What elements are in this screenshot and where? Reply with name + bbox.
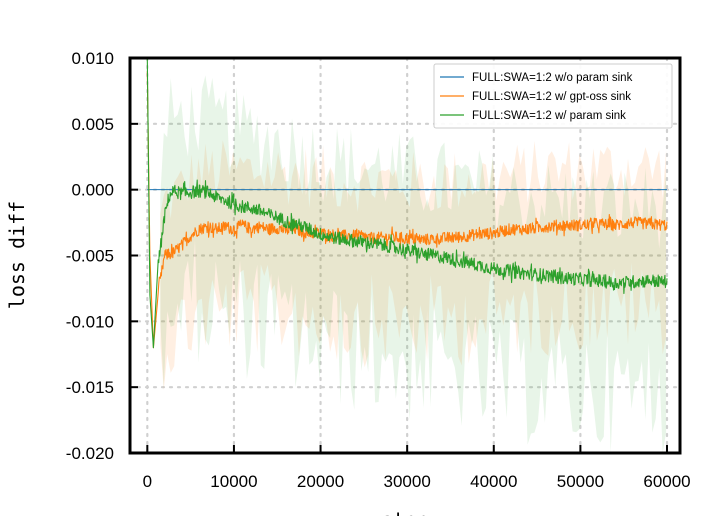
series-line-3 <box>146 57 668 349</box>
y-tick-label: -0.015 <box>66 378 114 397</box>
noise-band <box>160 75 667 454</box>
raw-noise-bands <box>160 75 667 454</box>
y-tick-label: -0.020 <box>66 444 114 463</box>
x-tick-label: 40000 <box>470 472 517 491</box>
y-tick-label: -0.010 <box>66 312 114 331</box>
legend-entry-2: FULL:SWA=1:2 w/ gpt-oss sink <box>472 91 631 103</box>
y-tick-label: 0.010 <box>71 49 114 68</box>
x-tick-label: 20000 <box>297 472 344 491</box>
x-tick-label: 0 <box>143 472 152 491</box>
x-axis-ticks: 0 10000 20000 30000 40000 50000 60000 <box>143 445 691 491</box>
legend: FULL:SWA=1:2 w/o param sink FULL:SWA=1:2 … <box>433 63 673 129</box>
y-tick-label: 0.000 <box>71 181 114 200</box>
x-axis-label: step <box>381 508 429 516</box>
x-tick-label: 30000 <box>384 472 431 491</box>
x-tick-label: 10000 <box>210 472 257 491</box>
series-lines <box>146 57 668 349</box>
noise-band <box>160 140 667 391</box>
x-tick-label: 60000 <box>643 472 690 491</box>
legend-entry-1: FULL:SWA=1:2 w/o param sink <box>472 72 633 84</box>
y-axis-ticks: 0.010 0.005 0.000 -0.005 -0.010 -0.015 -0.020 <box>66 49 138 463</box>
y-tick-label: -0.005 <box>66 247 114 266</box>
series-line-2 <box>146 71 668 349</box>
legend-box <box>433 63 673 129</box>
y-tick-label: 0.005 <box>71 115 114 134</box>
x-tick-label: 50000 <box>557 472 604 491</box>
legend-entry-3: FULL:SWA=1:2 w/ param sink <box>472 110 626 122</box>
y-axis-label: loss diff <box>5 201 29 309</box>
